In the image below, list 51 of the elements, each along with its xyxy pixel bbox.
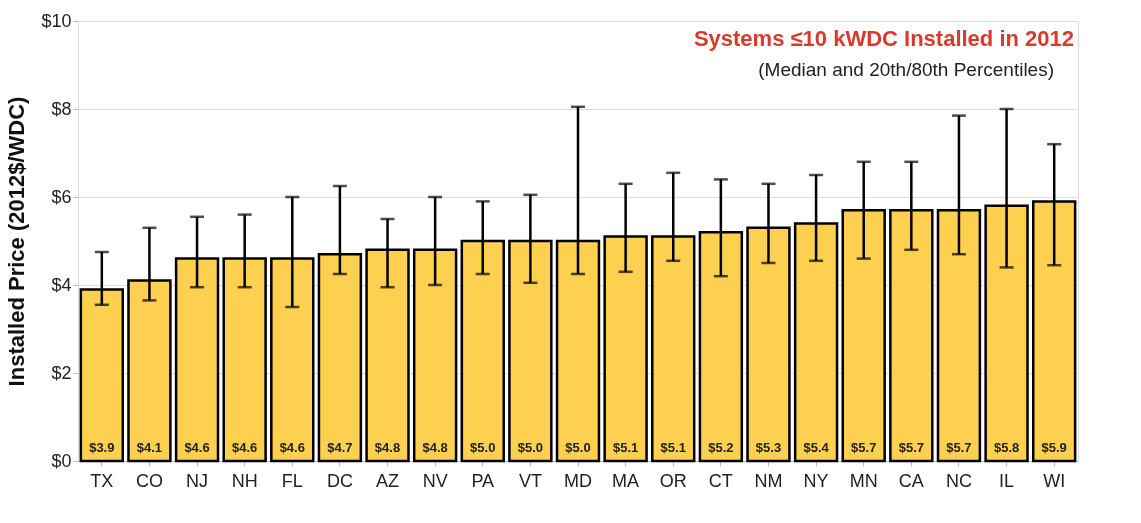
data-label: $5.8 [993,440,1020,455]
x-tick-label: PA [471,470,495,491]
data-label: $5.1 [612,440,639,455]
y-tick-label: $6 [51,186,72,207]
data-label: $4.6 [184,440,210,455]
x-tick-label: NC [945,470,972,491]
x-tick-label: VT [518,470,542,491]
data-label: $4.8 [422,440,448,455]
x-tick-label: NV [422,470,448,491]
y-tick-label: $2 [51,362,72,383]
data-label: $5.0 [565,440,591,455]
x-tick-label: TX [90,470,114,491]
x-tick-label: IL [999,470,1015,491]
x-tick-label: CA [898,470,924,491]
data-label: $5.1 [660,440,686,455]
data-label: $5.7 [898,440,924,455]
x-tick-label: WI [1043,470,1066,491]
x-tick-label: MN [849,470,878,491]
x-tick-label: CT [708,470,733,491]
data-label: $5.9 [1041,440,1067,455]
x-tick-label: CO [135,470,163,491]
data-label: $5.0 [517,440,544,455]
data-label: $5.4 [803,440,830,455]
y-tick-label: $10 [41,10,72,31]
y-axis-title: Installed Price (2012$/WDC) [4,96,30,387]
x-tick-label: AZ [376,470,400,491]
x-tick-label: FL [281,470,303,491]
x-tick-label: MA [612,470,640,491]
text: (Median and 20th/80th Percentiles) [758,59,1054,80]
data-label: $4.1 [136,440,163,455]
x-tick-label: NJ [186,470,209,491]
data-label: $5.0 [470,440,496,455]
y-tick-label: $0 [51,450,72,471]
x-tick-label: NY [803,470,829,491]
chart-title: Systems ≤10 kWDC Installed in 2012 [693,26,1074,51]
data-label: $4.6 [279,440,305,455]
data-label: $5.7 [946,440,972,455]
x-tick-label: DC [326,470,353,491]
data-label: $4.8 [374,440,401,455]
x-tick-label: MD [564,470,592,491]
y-tick-label: $8 [51,98,72,119]
data-label: $4.6 [232,440,258,455]
data-label: $3.9 [89,440,115,455]
data-label: $5.7 [851,440,877,455]
data-label: $5.2 [708,440,734,455]
data-label: $4.7 [327,440,353,455]
x-tick-label: NH [231,470,258,491]
x-tick-label: OR [659,470,687,491]
data-label: $5.3 [755,440,782,455]
y-tick-label: $4 [51,274,72,295]
x-tick-label: NM [754,470,783,491]
